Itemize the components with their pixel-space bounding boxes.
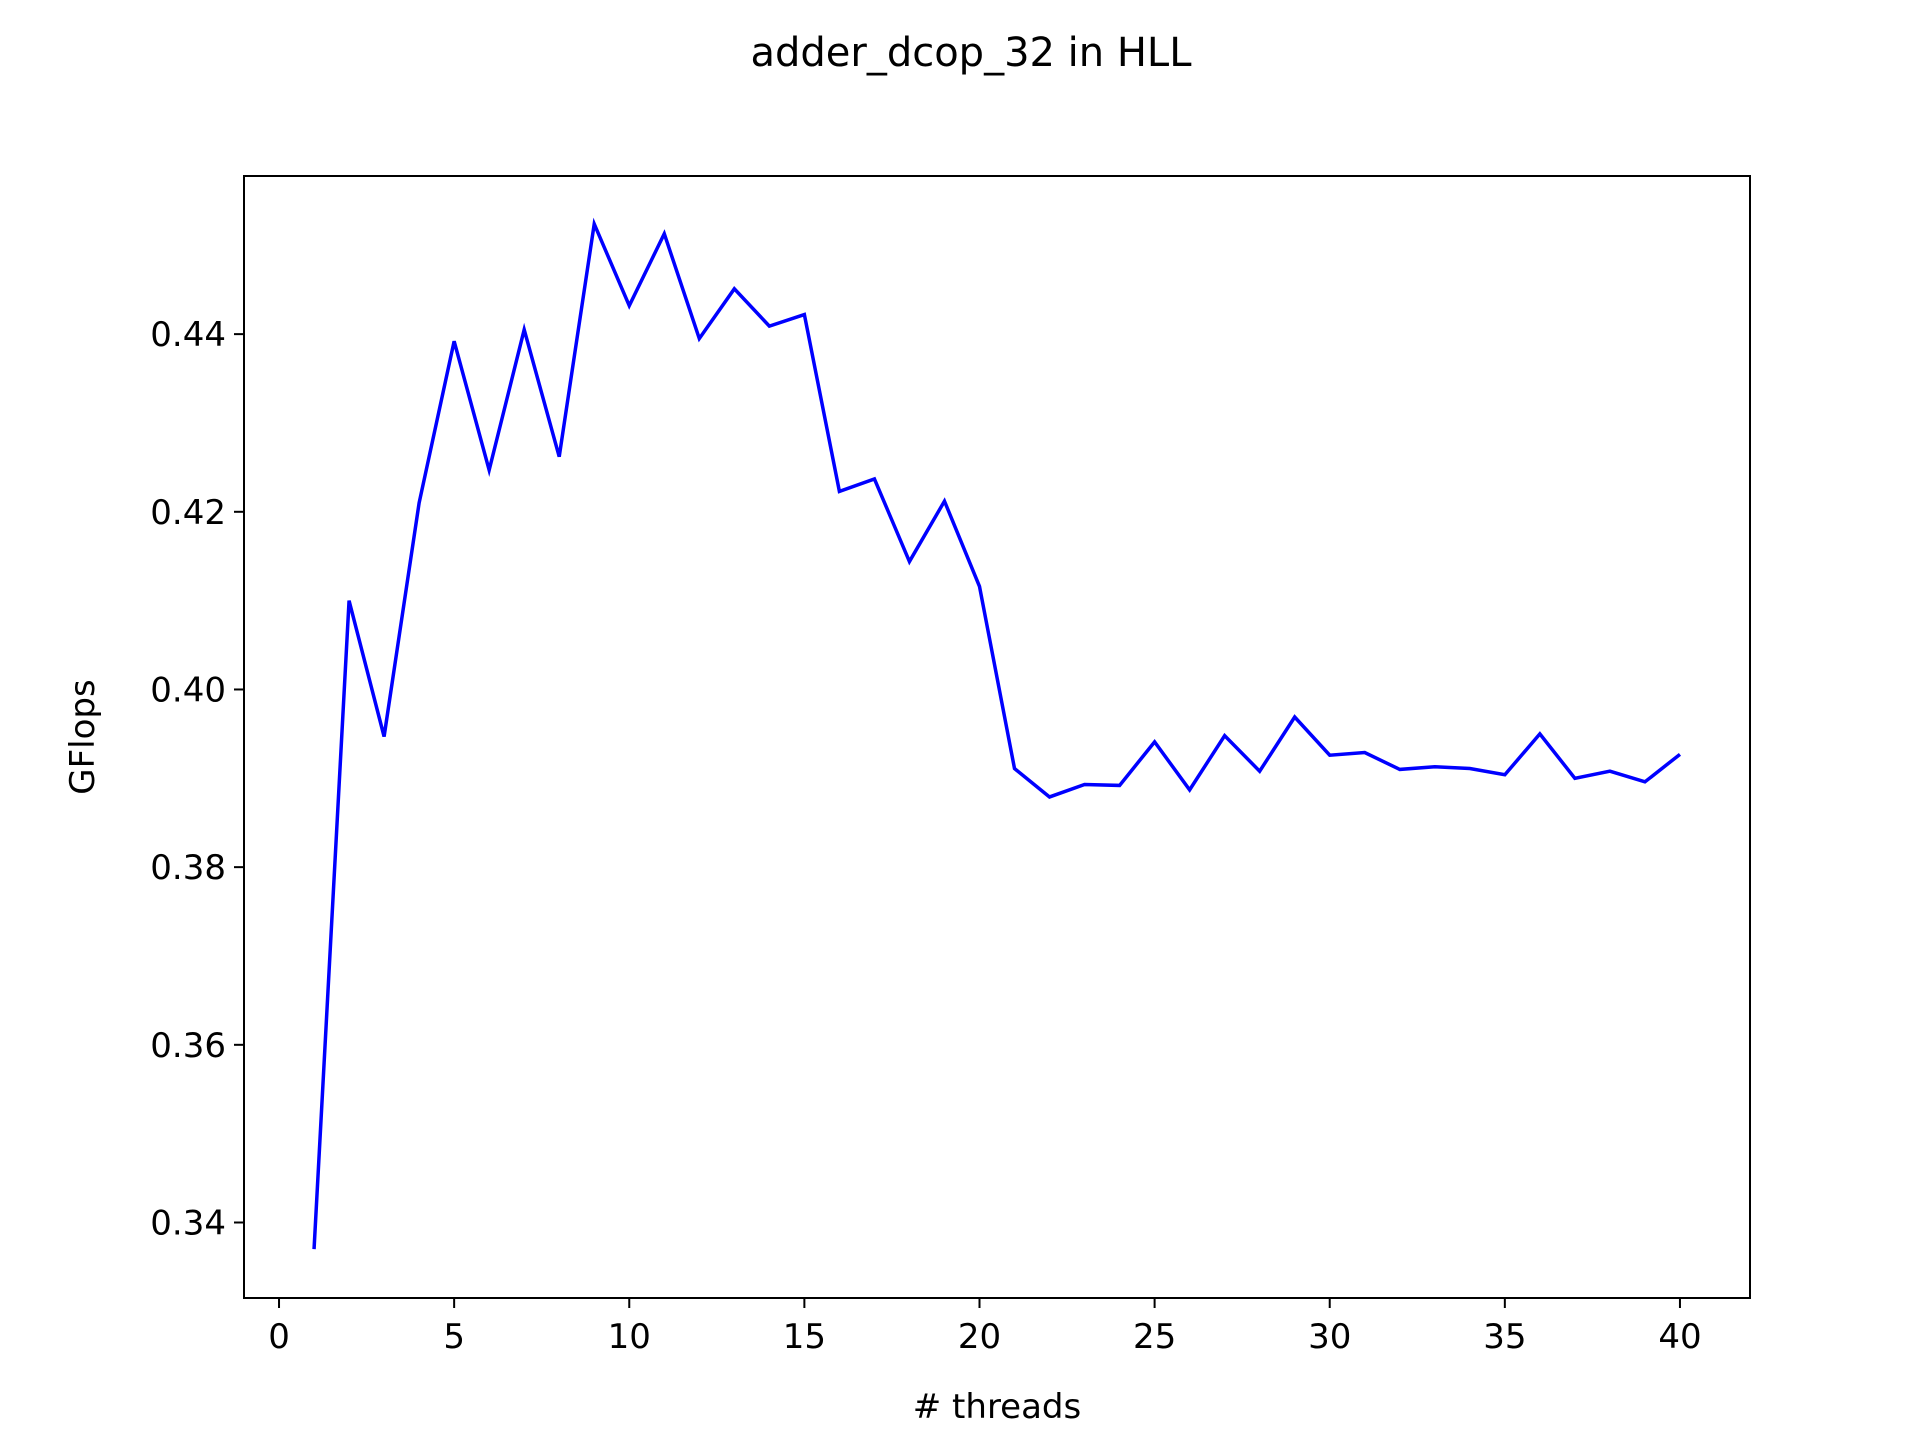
x-axis: 0 5 10 15 20 25 30 35 40: [268, 1298, 1702, 1357]
series-line: [312, 217, 1682, 1250]
y-tick-label: 0.38: [150, 848, 226, 888]
y-tick-label: 0.44: [150, 315, 226, 355]
y-tick-label: 0.40: [150, 670, 226, 710]
chart-title: adder_dcop_32 in HLL: [750, 30, 1192, 76]
x-tick-label: 0: [268, 1317, 290, 1357]
x-tick-label: 35: [1483, 1317, 1526, 1357]
plot-area: [312, 217, 1682, 1250]
y-tick-label: 0.36: [150, 1026, 226, 1066]
x-axis-label: # threads: [913, 1387, 1081, 1427]
x-tick-label: 30: [1308, 1317, 1351, 1357]
plot-frame: [243, 175, 1751, 1299]
x-tick-label: 5: [443, 1317, 465, 1357]
y-tick-label: 0.34: [150, 1203, 226, 1243]
y-tick-label: 0.42: [150, 493, 226, 533]
y-axis-label: GFlops: [63, 679, 103, 794]
y-axis: 0.34 0.36 0.38 0.40 0.42 0.44: [150, 315, 244, 1243]
x-tick-label: 10: [608, 1317, 651, 1357]
x-tick-label: 15: [783, 1317, 826, 1357]
x-tick-label: 40: [1658, 1317, 1701, 1357]
x-tick-label: 20: [958, 1317, 1001, 1357]
x-tick-label: 25: [1133, 1317, 1176, 1357]
